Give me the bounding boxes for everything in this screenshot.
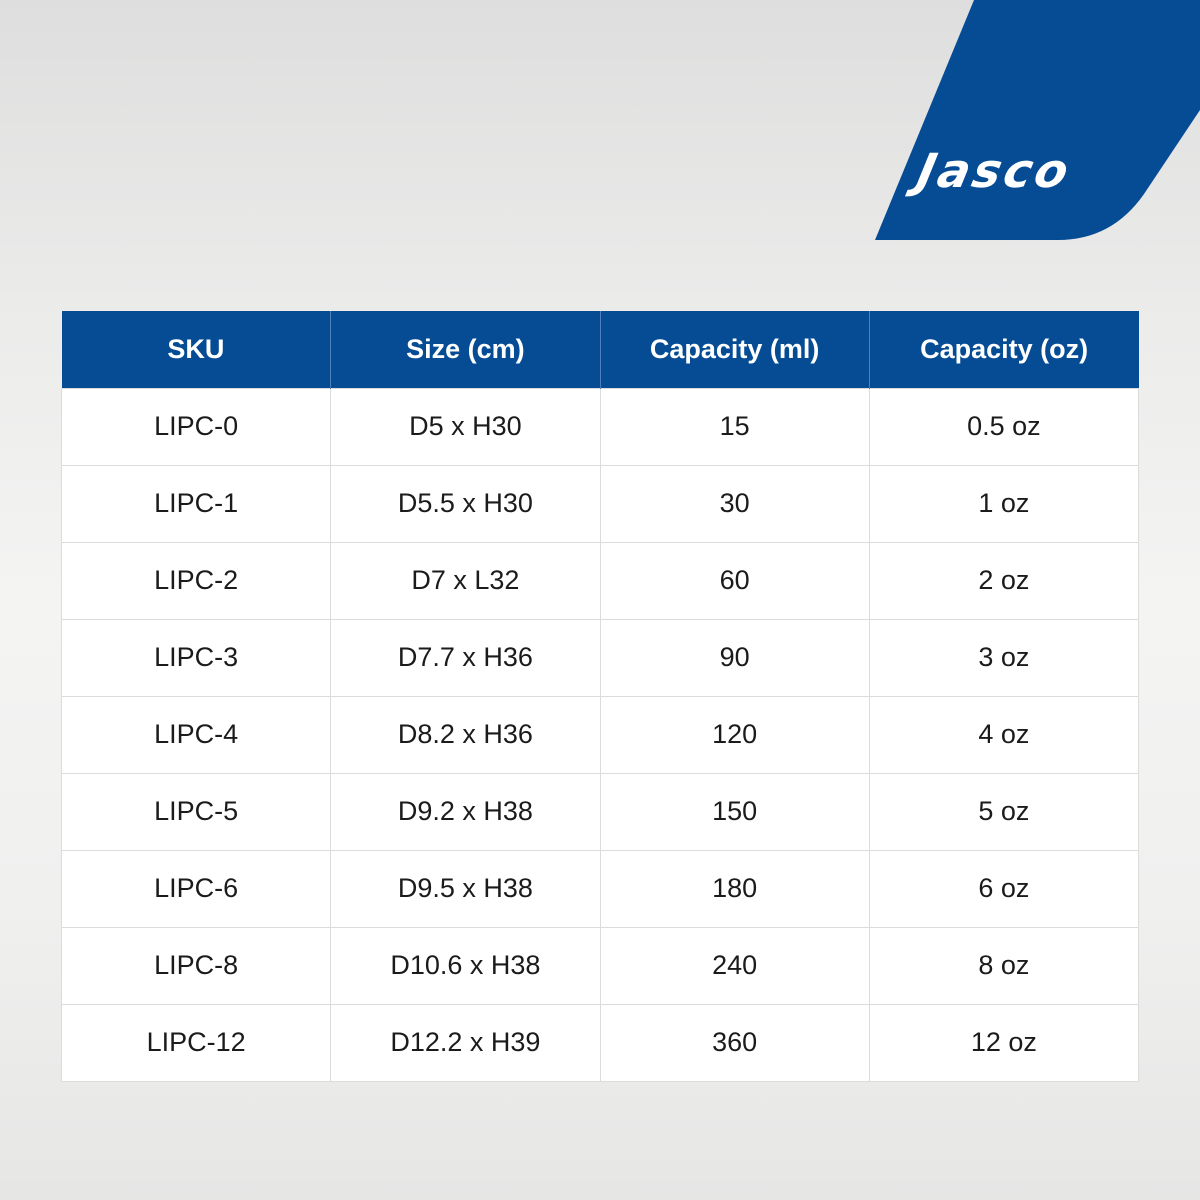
- sku-cell: LIPC-4: [60, 695, 332, 774]
- capacity-oz-cell: 12 oz: [868, 1003, 1140, 1082]
- column-header-size: Size (cm): [330, 311, 601, 388]
- column-header-capacity-ml: Capacity (ml): [600, 311, 870, 388]
- sku-cell: LIPC-6: [60, 849, 332, 928]
- capacity-ml-cell: 90: [599, 618, 870, 697]
- capacity-ml-cell: 180: [599, 849, 870, 928]
- table-row: LIPC-2 D7 x L32 60 2 oz: [60, 541, 1140, 620]
- sku-cell: LIPC-0: [60, 387, 332, 466]
- capacity-oz-cell: 3 oz: [868, 618, 1140, 697]
- size-cell: D8.2 x H36: [330, 695, 601, 774]
- capacity-ml-cell: 15: [599, 387, 870, 466]
- table-row: LIPC-3 D7.7 x H36 90 3 oz: [60, 618, 1140, 697]
- capacity-oz-cell: 8 oz: [868, 926, 1140, 1005]
- column-header-sku: SKU: [61, 311, 332, 388]
- size-cell: D9.2 x H38: [330, 772, 601, 851]
- table-row: LIPC-5 D9.2 x H38 150 5 oz: [60, 772, 1140, 851]
- product-size-table: SKU Size (cm) Capacity (ml) Capacity (oz…: [60, 311, 1140, 1082]
- table-row: LIPC-0 D5 x H30 15 0.5 oz: [60, 387, 1140, 466]
- sku-cell: LIPC-8: [60, 926, 332, 1005]
- table-row: LIPC-1 D5.5 x H30 30 1 oz: [60, 464, 1140, 543]
- size-cell: D7 x L32: [330, 541, 601, 620]
- capacity-oz-cell: 4 oz: [868, 695, 1140, 774]
- capacity-oz-cell: 1 oz: [868, 464, 1140, 543]
- capacity-ml-cell: 120: [599, 695, 870, 774]
- sku-cell: LIPC-3: [60, 618, 332, 697]
- size-cell: D12.2 x H39: [330, 1003, 601, 1082]
- brand-banner: [875, 0, 1200, 240]
- sku-cell: LIPC-1: [60, 464, 332, 543]
- size-cell: D5 x H30: [330, 387, 601, 466]
- size-cell: D10.6 x H38: [330, 926, 601, 1005]
- capacity-oz-cell: 2 oz: [868, 541, 1140, 620]
- capacity-ml-cell: 240: [599, 926, 870, 1005]
- table-row: LIPC-4 D8.2 x H36 120 4 oz: [60, 695, 1140, 774]
- table-row: LIPC-8 D10.6 x H38 240 8 oz: [60, 926, 1140, 1005]
- sku-cell: LIPC-2: [60, 541, 332, 620]
- size-cell: D5.5 x H30: [330, 464, 601, 543]
- capacity-ml-cell: 30: [599, 464, 870, 543]
- column-header-capacity-oz: Capacity (oz): [920, 333, 1089, 364]
- capacity-oz-cell: 0.5 oz: [868, 387, 1140, 466]
- capacity-oz-cell: 5 oz: [868, 772, 1140, 851]
- capacity-ml-cell: 360: [599, 1003, 870, 1082]
- size-cell: D7.7 x H36: [330, 618, 601, 697]
- capacity-ml-cell: 150: [599, 772, 870, 851]
- sku-cell: LIPC-12: [60, 1003, 332, 1082]
- capacity-oz-cell: 6 oz: [868, 849, 1140, 928]
- brand-banner-shape: [875, 0, 1200, 240]
- capacity-ml-cell: 60: [599, 541, 870, 620]
- table-row: LIPC-12 D12.2 x H39 360 12 oz: [60, 1003, 1140, 1082]
- size-cell: D9.5 x H38: [330, 849, 601, 928]
- sku-cell: LIPC-5: [60, 772, 332, 851]
- table-header-row: SKU Size (cm) Capacity (ml) Capacity (oz…: [61, 311, 1139, 388]
- brand-logo: Jasco: [912, 144, 1077, 199]
- table-row: LIPC-6 D9.5 x H38 180 6 oz: [60, 849, 1140, 928]
